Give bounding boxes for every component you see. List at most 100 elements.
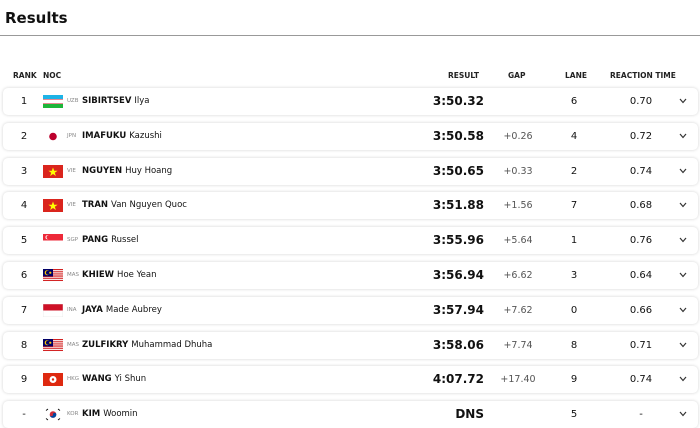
result-row[interactable]: 2 JPN IMAFUKU Kazushi 3:50.58 +0.26 4 0.72 [3, 122, 698, 150]
reaction-time: 0.68 [629, 200, 653, 212]
gap: +7.74 [503, 339, 533, 351]
flag [43, 164, 63, 178]
expand-chevron[interactable] [679, 411, 687, 417]
flag [43, 373, 63, 387]
given-name: Van Nguyen Quoc [111, 200, 187, 211]
noc-code: MAS [67, 341, 79, 348]
lane: 6 [570, 96, 578, 107]
flag [43, 269, 63, 282]
result: 3:56.94 [432, 268, 484, 282]
reaction-time: 0.71 [629, 339, 653, 351]
lane: 0 [570, 304, 578, 316]
rank: 6 [20, 270, 28, 281]
column-header: RANK [13, 71, 37, 80]
reaction-time: 0.70 [629, 96, 653, 107]
flag [43, 338, 63, 352]
given-name: Muhammad Dhuha [131, 339, 213, 350]
expand-chevron[interactable] [679, 202, 687, 208]
flag [43, 234, 63, 248]
gap: +7.62 [503, 304, 533, 316]
result-row[interactable]: 6 MAS KHIEW Hoe Yean 3:56.94 +6.62 3 0.64 [3, 262, 698, 289]
lane: 1 [570, 235, 578, 247]
surname: ZULFIKRY Muhammad Dhuha [82, 339, 213, 350]
result: 3:51.88 [432, 198, 484, 213]
surname: SIBIRTSEV Ilya [82, 96, 150, 106]
rank: - [22, 409, 26, 421]
lane: 3 [570, 270, 578, 281]
flag [43, 303, 63, 317]
reaction-time: 0.76 [629, 235, 653, 247]
lane: 7 [570, 200, 578, 212]
expand-chevron[interactable] [679, 168, 687, 174]
surname: NGUYEN Huy Hoang [82, 165, 173, 176]
noc-code: JPN [67, 132, 77, 139]
result: 3:50.32 [432, 94, 484, 108]
result-row[interactable]: 3 VIE NGUYEN Huy Hoang 3:50.65 +0.33 2 0.74 [3, 157, 698, 185]
column-header: REACTION TIME [610, 71, 676, 80]
rank: 5 [20, 235, 28, 247]
result-row[interactable]: 9 HKG WANG Yi Shun 4:07.72 +17.40 9 0.74 [3, 366, 698, 394]
result-row[interactable]: 1 UZB SIBIRTSEV Ilya 3:50.32 6 0.70 [3, 88, 698, 115]
result: 3:55.96 [432, 233, 484, 248]
lane: 5 [570, 409, 578, 421]
result-row[interactable]: 5 SGP PANG Russel 3:55.96 +5.64 1 0.76 [3, 227, 698, 255]
result-row[interactable]: - KOR KIM Woomin DNS 5 - [3, 401, 698, 428]
page-title: Results [5, 9, 68, 27]
reaction-time: 0.64 [629, 270, 653, 281]
result: 4:07.72 [432, 372, 484, 387]
column-header: GAP [508, 71, 526, 80]
flag [43, 129, 63, 143]
expand-chevron[interactable] [679, 376, 687, 382]
expand-chevron[interactable] [679, 133, 687, 139]
noc-code: VIE [67, 167, 76, 174]
noc-code: UZB [67, 98, 79, 104]
result-row[interactable]: 7 INA JAYA Made Aubrey 3:57.94 +7.62 0 0.66 [3, 296, 698, 324]
result: DNS [455, 407, 484, 422]
result: 3:50.58 [432, 128, 484, 143]
reaction-time: 0.74 [629, 165, 653, 177]
column-header: RESULT [448, 71, 480, 80]
given-name: Russel [111, 235, 139, 246]
noc-code: KOR [67, 411, 79, 418]
rank: 7 [20, 304, 28, 316]
surname: JAYA Made Aubrey [82, 304, 162, 315]
noc-code: HKG [67, 376, 80, 383]
noc-code: INA [67, 306, 77, 313]
rank: 8 [20, 339, 28, 351]
given-name: Hoe Yean [117, 270, 157, 280]
given-name: Woomin [103, 409, 138, 420]
reaction-time: 0.74 [629, 374, 653, 386]
noc-code: SGP [67, 237, 79, 244]
lane: 2 [570, 165, 578, 177]
noc-code: VIE [67, 202, 76, 209]
rank: 4 [20, 200, 28, 212]
lane: 8 [570, 339, 578, 351]
surname: WANG Yi Shun [82, 374, 147, 385]
flag [43, 95, 63, 108]
result-row[interactable]: 8 MAS ZULFIKRY Muhammad Dhuha 3:58.06 +7.74 8 0… [3, 331, 698, 359]
rank: 9 [20, 374, 28, 386]
gap: +1.56 [503, 200, 533, 212]
expand-chevron[interactable] [679, 98, 687, 104]
given-name: Kazushi [129, 130, 162, 141]
result-row[interactable]: 4 VIE TRAN Van Nguyen Quoc 3:51.88 +1.56 7 0.68 [3, 192, 698, 220]
surname: IMAFUKU Kazushi [82, 130, 162, 141]
expand-chevron[interactable] [679, 342, 687, 348]
gap: +6.62 [503, 270, 533, 281]
result: 3:58.06 [432, 337, 484, 352]
expand-chevron[interactable] [679, 272, 687, 278]
surname: PANG Russel [82, 235, 139, 246]
reaction-time: 0.66 [629, 304, 653, 316]
gap: +0.26 [503, 130, 533, 142]
reaction-time: 0.72 [629, 130, 653, 142]
column-header: LANE [565, 71, 587, 80]
expand-chevron[interactable] [679, 307, 687, 313]
given-name: Huy Hoang [125, 165, 173, 176]
noc-code: MAS [67, 272, 79, 278]
divider [0, 35, 700, 36]
result: 3:50.65 [432, 163, 484, 178]
rank: 3 [20, 165, 28, 177]
gap: +5.64 [503, 235, 533, 247]
expand-chevron[interactable] [679, 237, 687, 243]
